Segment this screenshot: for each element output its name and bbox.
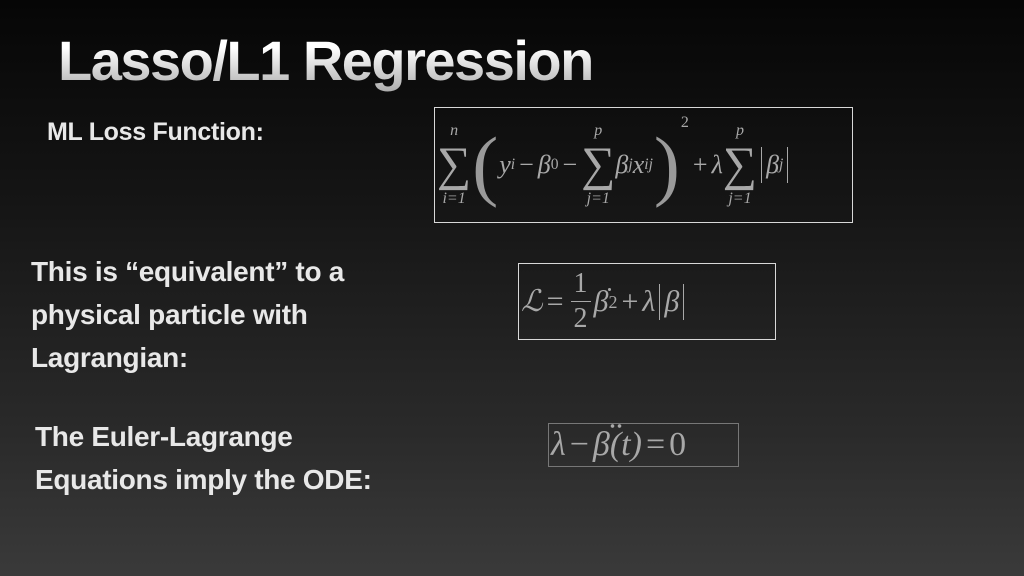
loss-function-label: ML Loss Function: bbox=[47, 118, 264, 146]
slide-title: Lasso/L1 Regression bbox=[58, 29, 594, 92]
abs-bar bbox=[787, 147, 789, 183]
ode-equation: λ − β (t) = 0 bbox=[548, 423, 739, 467]
right-paren: ) bbox=[653, 121, 680, 208]
sum-j: p ∑ j=1 bbox=[581, 122, 616, 207]
sum-i: n ∑ i=1 bbox=[437, 122, 472, 207]
abs-bar bbox=[761, 147, 763, 183]
left-paren: ( bbox=[472, 121, 499, 208]
lagrangian-label: This is “equivalent” to a physical parti… bbox=[31, 256, 345, 373]
abs-bar bbox=[683, 283, 685, 320]
abs-bar bbox=[659, 283, 661, 320]
euler-lagrange-label: The Euler-Lagrange Equations imply the O… bbox=[35, 421, 372, 495]
sum-j-penalty: p ∑ j=1 bbox=[722, 122, 758, 207]
